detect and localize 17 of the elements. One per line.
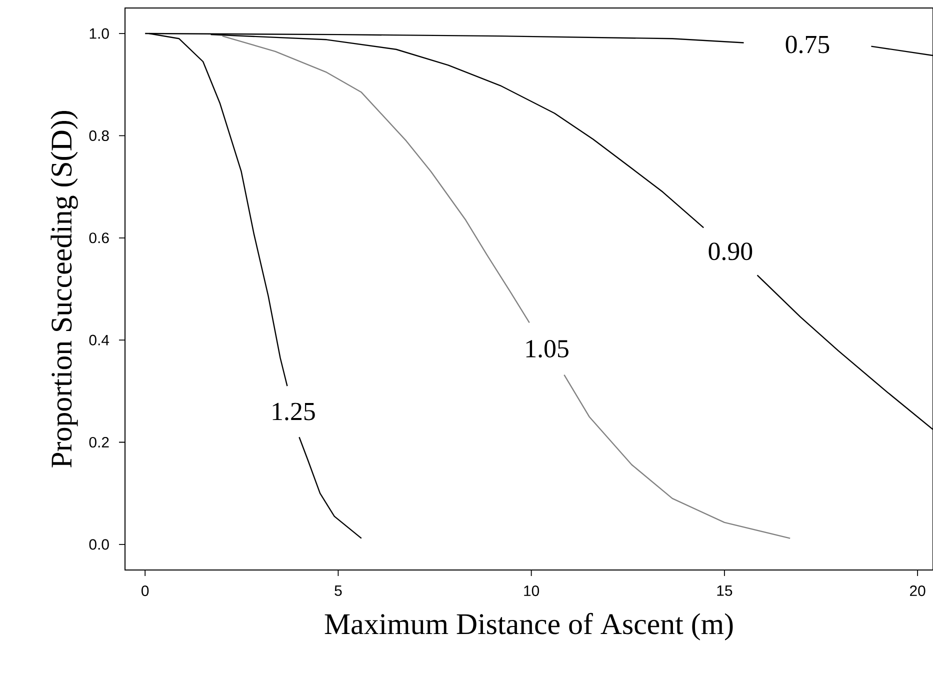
y-tick-label: 0.6 [89,232,109,244]
y-tick-label: 0.4 [89,334,110,346]
x-tick-label: 20 [910,586,926,596]
y-tick-label: 0.2 [89,436,109,448]
x-axis-title: Maximum Distance of Ascent (m) [324,612,733,640]
series-label: 0.90 [708,242,752,260]
series-label: 0.75 [786,36,830,54]
series-label: 1.05 [526,340,568,358]
y-axis-title: Proportion Succeeding (S(D)) [50,111,78,468]
y-tick-label: 1.0 [90,28,109,39]
x-tick-label: 15 [717,586,732,596]
y-tick-label: 0.8 [89,130,109,141]
y-tick-label: 0.0 [89,539,109,550]
series-label: 1.25 [272,402,315,420]
x-tick-label: 10 [524,586,540,596]
x-tick-label: 0 [142,586,149,596]
x-tick-label: 5 [334,586,342,596]
